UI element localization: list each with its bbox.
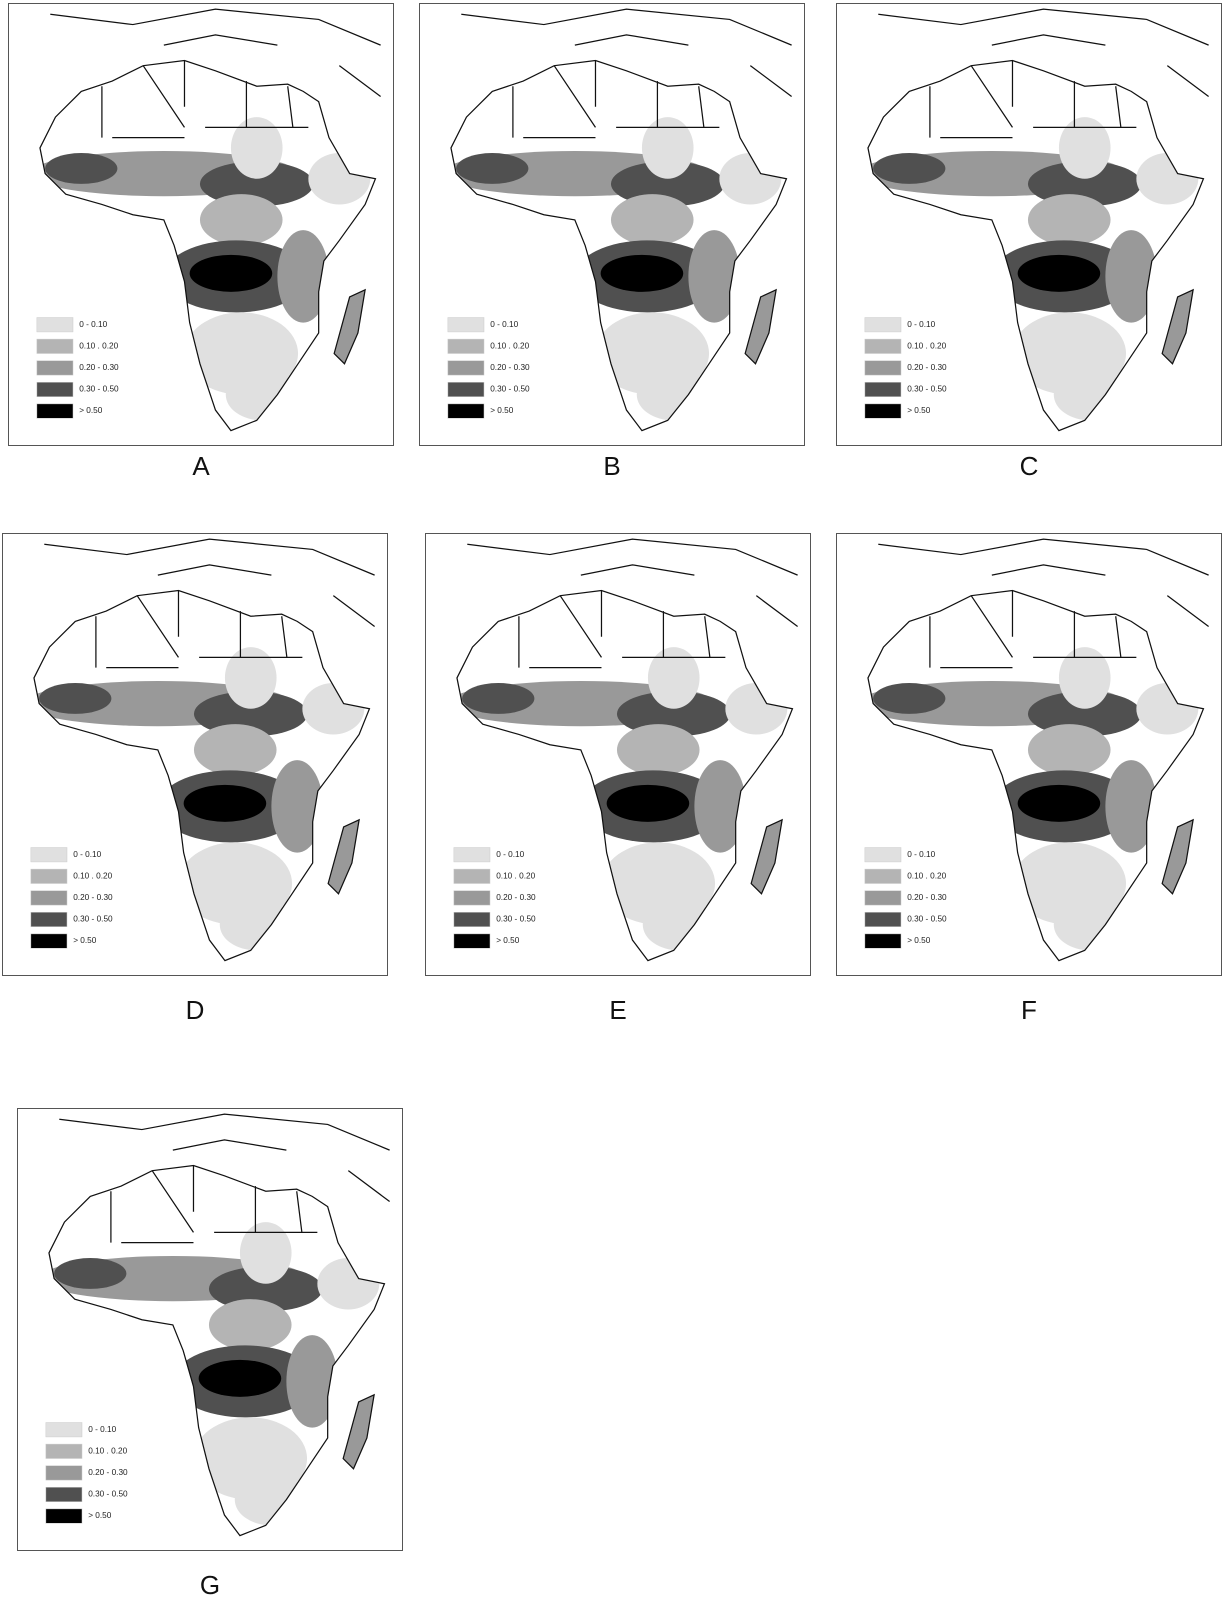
legend-label: 0.30 - 0.50 xyxy=(496,915,536,924)
legend-label: 0 - 0.10 xyxy=(496,850,524,859)
panel-label: A xyxy=(8,451,394,482)
map-panel: 0 - 0.10 0.10 . 0.20 0.20 - 0.30 0.30 - 0.5… xyxy=(17,1108,403,1551)
africa-map xyxy=(3,534,387,975)
legend-swatch xyxy=(448,404,484,418)
legend-label: 0.20 - 0.30 xyxy=(907,363,947,372)
africa-map xyxy=(18,1109,402,1550)
legend-swatch xyxy=(865,912,901,926)
legend-swatch xyxy=(865,339,901,353)
legend-swatch xyxy=(37,318,73,332)
legend-swatch xyxy=(865,361,901,375)
panel-label: G xyxy=(17,1570,403,1601)
map: 0 - 0.10 0.10 . 0.20 0.20 - 0.30 0.30 - 0.5… xyxy=(837,4,1221,445)
legend-swatch xyxy=(31,869,67,883)
legend-label: 0.20 - 0.30 xyxy=(490,363,530,372)
legend-swatch xyxy=(865,318,901,332)
legend-label: 0.20 - 0.30 xyxy=(88,1468,128,1477)
africa-map xyxy=(837,4,1221,445)
legend-swatch xyxy=(454,934,490,948)
legend-swatch xyxy=(865,934,901,948)
legend-swatch xyxy=(37,404,73,418)
legend-swatch xyxy=(46,1423,82,1437)
legend-label: 0.10 . 0.20 xyxy=(490,341,529,350)
panel-label: B xyxy=(419,451,805,482)
map: 0 - 0.10 0.10 . 0.20 0.20 - 0.30 0.30 - 0.5… xyxy=(837,534,1221,975)
africa-map xyxy=(837,534,1221,975)
legend-swatch xyxy=(31,934,67,948)
legend-label: 0.20 - 0.30 xyxy=(907,893,947,902)
legend-label: > 0.50 xyxy=(907,406,931,415)
legend-label: 0 - 0.10 xyxy=(73,850,101,859)
legend-swatch xyxy=(46,1487,82,1501)
legend-label: 0.10 . 0.20 xyxy=(496,871,535,880)
panel-label: F xyxy=(836,995,1222,1026)
legend-swatch xyxy=(865,848,901,862)
legend-swatch xyxy=(37,382,73,396)
map-panel: 0 - 0.10 0.10 . 0.20 0.20 - 0.30 0.30 - 0.5… xyxy=(8,3,394,446)
africa-map xyxy=(420,4,804,445)
legend-swatch xyxy=(31,891,67,905)
legend-swatch xyxy=(865,382,901,396)
legend-label: > 0.50 xyxy=(73,936,97,945)
panel-label: C xyxy=(836,451,1222,482)
map-panel: 0 - 0.10 0.10 . 0.20 0.20 - 0.30 0.30 - 0.5… xyxy=(836,533,1222,976)
legend-swatch xyxy=(37,339,73,353)
legend-label: 0.30 - 0.50 xyxy=(490,385,530,394)
map-panel: 0 - 0.10 0.10 . 0.20 0.20 - 0.30 0.30 - 0.5… xyxy=(425,533,811,976)
legend-label: 0.30 - 0.50 xyxy=(88,1490,128,1499)
map-panel: 0 - 0.10 0.10 . 0.20 0.20 - 0.30 0.30 - 0.5… xyxy=(419,3,805,446)
figure: {"panels": [{"label": "A"}, {"label": "B… xyxy=(0,0,1230,1615)
legend-swatch xyxy=(37,361,73,375)
legend-swatch xyxy=(31,848,67,862)
map: 0 - 0.10 0.10 . 0.20 0.20 - 0.30 0.30 - 0.5… xyxy=(9,4,393,445)
legend-swatch xyxy=(448,318,484,332)
map-panel: 0 - 0.10 0.10 . 0.20 0.20 - 0.30 0.30 - 0.5… xyxy=(836,3,1222,446)
legend-label: > 0.50 xyxy=(79,406,103,415)
legend-swatch xyxy=(448,382,484,396)
africa-map xyxy=(9,4,393,445)
legend-swatch xyxy=(454,869,490,883)
legend-swatch xyxy=(448,361,484,375)
legend-swatch xyxy=(454,891,490,905)
legend-label: 0 - 0.10 xyxy=(88,1425,116,1434)
legend-label: 0.30 - 0.50 xyxy=(79,385,119,394)
legend-label: > 0.50 xyxy=(490,406,514,415)
legend-label: 0.10 . 0.20 xyxy=(73,871,112,880)
legend-swatch xyxy=(46,1509,82,1523)
legend-label: 0 - 0.10 xyxy=(79,320,107,329)
legend-label: > 0.50 xyxy=(907,936,931,945)
legend-label: 0.10 . 0.20 xyxy=(907,871,946,880)
legend-label: 0.20 - 0.30 xyxy=(73,893,113,902)
map: 0 - 0.10 0.10 . 0.20 0.20 - 0.30 0.30 - 0.5… xyxy=(420,4,804,445)
map: 0 - 0.10 0.10 . 0.20 0.20 - 0.30 0.30 - 0.5… xyxy=(18,1109,402,1550)
africa-map xyxy=(426,534,810,975)
legend-label: 0.30 - 0.50 xyxy=(907,385,947,394)
legend-label: 0 - 0.10 xyxy=(490,320,518,329)
legend-label: 0 - 0.10 xyxy=(907,320,935,329)
map: 0 - 0.10 0.10 . 0.20 0.20 - 0.30 0.30 - 0.5… xyxy=(426,534,810,975)
legend-swatch xyxy=(46,1444,82,1458)
legend-label: 0.20 - 0.30 xyxy=(496,893,536,902)
legend-swatch xyxy=(454,912,490,926)
panel-label: D xyxy=(2,995,388,1026)
legend-swatch xyxy=(46,1466,82,1480)
legend-label: 0.30 - 0.50 xyxy=(73,915,113,924)
legend-swatch xyxy=(865,869,901,883)
map: 0 - 0.10 0.10 . 0.20 0.20 - 0.30 0.30 - 0.5… xyxy=(3,534,387,975)
legend-swatch xyxy=(454,848,490,862)
legend-label: 0 - 0.10 xyxy=(907,850,935,859)
map-panel: 0 - 0.10 0.10 . 0.20 0.20 - 0.30 0.30 - 0.5… xyxy=(2,533,388,976)
legend-swatch xyxy=(865,891,901,905)
legend-label: 0.10 . 0.20 xyxy=(907,341,946,350)
legend-swatch xyxy=(448,339,484,353)
legend-label: 0.30 - 0.50 xyxy=(907,915,947,924)
legend-label: 0.10 . 0.20 xyxy=(88,1446,127,1455)
legend-label: > 0.50 xyxy=(88,1511,112,1520)
legend-label: 0.10 . 0.20 xyxy=(79,341,118,350)
legend-label: 0.20 - 0.30 xyxy=(79,363,119,372)
panel-label: E xyxy=(425,995,811,1026)
legend-label: > 0.50 xyxy=(496,936,520,945)
legend-swatch xyxy=(31,912,67,926)
legend-swatch xyxy=(865,404,901,418)
